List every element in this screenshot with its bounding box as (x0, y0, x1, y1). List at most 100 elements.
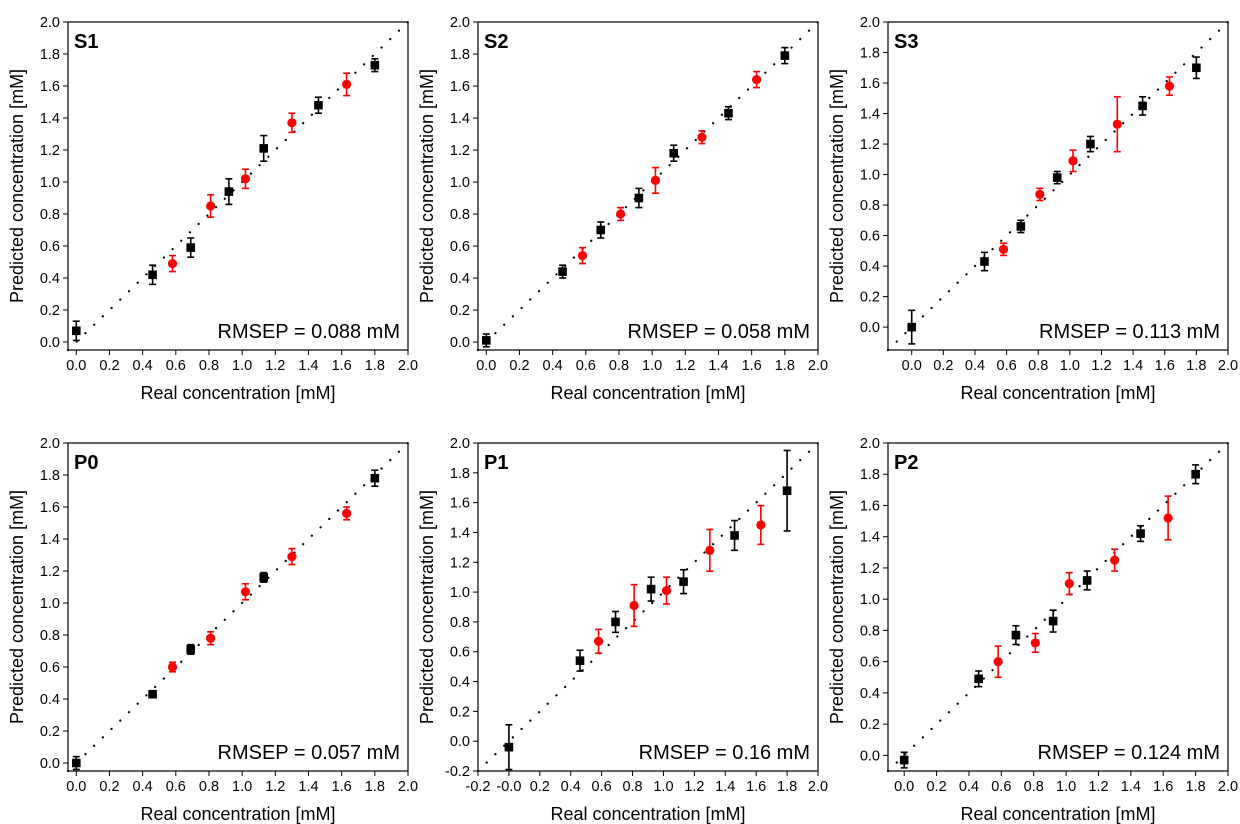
y-tick-label: 2.0 (860, 15, 880, 31)
data-point (1011, 630, 1021, 640)
series-black-squares (504, 449, 792, 771)
x-tick-label: 0.0 (476, 358, 496, 374)
x-tick-label: 1.2 (684, 779, 704, 795)
data-point (287, 552, 297, 562)
y-tick-label: 0.4 (40, 692, 60, 708)
y-tick-label: 0.0 (450, 335, 470, 351)
plot-frame (477, 21, 819, 351)
rmsep-annotation: RMSEP = 0.113 mM (1039, 321, 1220, 343)
y-tick-label: 0.2 (860, 717, 880, 733)
chart-panel-p0: 0.0 0.2 0.4 0.6 0.8 1.0 1.2 1.4 1.6 1.8 2.0 0.0 0.2 0… (7, 436, 418, 824)
ideal-line (886, 20, 1230, 352)
y-tick-label: 1.4 (450, 525, 470, 541)
data-point (71, 758, 81, 768)
y-tick-label: 0.2 (450, 704, 470, 720)
x-tick-label: 0.6 (592, 779, 612, 795)
data-point (705, 545, 715, 555)
x-tick-label: 0.2 (530, 779, 550, 795)
data-point (240, 174, 251, 184)
y-tick-label: 0.2 (40, 303, 60, 319)
data-point (650, 175, 661, 185)
data-point (1164, 81, 1175, 91)
y-tick-label: 0.6 (860, 229, 880, 245)
data-point (481, 336, 491, 345)
y-tick-label: 0.2 (450, 303, 470, 319)
data-point (998, 244, 1009, 254)
x-tick-label: 1.0 (232, 779, 252, 795)
data-point (1016, 222, 1026, 231)
data-point (980, 257, 989, 266)
data-point (167, 259, 178, 269)
data-point (259, 573, 269, 582)
series-red-circles (167, 72, 352, 273)
x-tick-label: 1.4 (298, 779, 318, 795)
y-tick-label: -0.2 (445, 764, 470, 780)
data-point (634, 193, 644, 203)
x-tick-label: 2.0 (1218, 358, 1238, 374)
y-tick-label: 0.0 (40, 335, 60, 351)
data-point (974, 674, 983, 684)
ideal-line (476, 20, 820, 352)
data-point (1064, 578, 1074, 589)
x-tick-label: 1.2 (675, 358, 695, 374)
y-tick-label: 0.8 (40, 207, 60, 223)
data-point (1035, 189, 1045, 199)
series-black-squares (907, 56, 1201, 345)
ideal-line (66, 441, 410, 773)
series-red-circles (577, 70, 762, 265)
x-tick-label: 0.8 (1028, 358, 1048, 374)
y-tick-label: 1.6 (450, 79, 470, 95)
y-tick-label: 0.2 (40, 724, 60, 740)
y-tick-label: 0.0 (40, 756, 60, 772)
y-tick-label: 0.0 (860, 748, 880, 764)
y-tick-label: 1.6 (450, 496, 470, 512)
y-tick-label: 1.8 (40, 468, 60, 484)
x-tick-label: 1.2 (265, 779, 285, 795)
data-point (593, 636, 604, 646)
data-point (679, 577, 688, 586)
data-point (186, 645, 196, 654)
x-tick-label: 0.4 (965, 358, 985, 374)
x-tick-label: 1.0 (1060, 358, 1080, 374)
data-point (1052, 173, 1062, 182)
x-tick-label: 0.8 (609, 358, 629, 374)
rmsep-annotation: RMSEP = 0.058 mM (628, 321, 810, 343)
chart-panel-p1: -0.2 -0.0 0.2 0.4 0.6 0.8 1.0 1.2 1.4 1.6 1.8 2.0 -0… (417, 436, 828, 824)
y-axis-label: Predicted concentration [mM] (417, 69, 437, 303)
y-axis-label: Predicted concentration [mM] (7, 490, 27, 724)
data-point (148, 270, 157, 280)
x-tick-label: 1.4 (715, 779, 735, 795)
y-tick-label: 0.6 (40, 239, 60, 255)
data-point (342, 79, 352, 89)
y-tick-label: 2.0 (40, 15, 60, 31)
data-point (558, 267, 567, 276)
x-tick-label: 1.4 (298, 358, 318, 374)
data-point (1030, 638, 1040, 648)
x-tick-label: 1.6 (746, 779, 766, 795)
plot-frame (477, 442, 819, 772)
y-tick-label: 0.6 (40, 660, 60, 676)
data-point (287, 118, 297, 128)
plot-frame (887, 442, 1229, 772)
x-tick-label: 1.6 (742, 358, 762, 374)
chart-panel-s3: 0.0 0.2 0.4 0.6 0.8 1.0 1.2 1.4 1.6 1.8 2.0 0.0 0.2 0… (827, 15, 1238, 403)
y-tick-label: 1.2 (40, 143, 60, 159)
x-tick-label: 2.0 (808, 358, 828, 374)
series-red-circles (998, 76, 1175, 257)
y-axis-label: Predicted concentration [mM] (7, 69, 27, 303)
x-tick-label: 0.2 (509, 358, 529, 374)
x-tick-label: 1.4 (1121, 779, 1141, 795)
x-tick-label: 1.8 (1186, 358, 1206, 374)
y-tick-label: 1.0 (860, 592, 880, 608)
data-point (782, 486, 792, 496)
y-tick-label: 0.4 (40, 271, 60, 287)
panel-label: P1 (484, 452, 508, 474)
data-point (629, 600, 639, 611)
y-tick-label: 1.4 (40, 532, 60, 548)
rmsep-annotation: RMSEP = 0.057 mM (218, 742, 400, 764)
x-tick-label: 0.2 (933, 358, 953, 374)
y-tick-label: 0.8 (450, 615, 470, 631)
ideal-line (66, 20, 410, 352)
x-axis-label: Real concentration [mM] (550, 804, 745, 824)
